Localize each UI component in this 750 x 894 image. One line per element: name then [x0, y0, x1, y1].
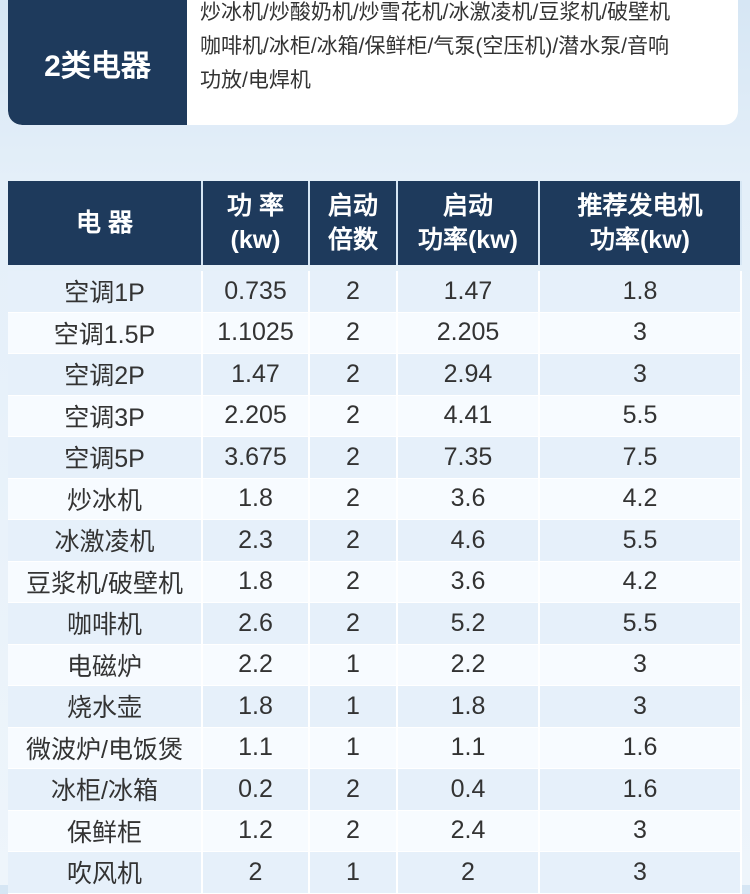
table-cell: 2: [310, 520, 398, 562]
header-text: (kw): [230, 226, 281, 254]
table-cell: 2.94: [398, 354, 540, 396]
table-cell: 2: [310, 769, 398, 811]
header-text: 倍数: [327, 226, 378, 254]
table-cell: 4.41: [398, 395, 540, 437]
table-cell: 2: [310, 437, 398, 479]
table-cell: 电磁炉: [8, 644, 203, 686]
header-cell: 启动 倍数: [310, 181, 398, 265]
table-cell: 0.2: [203, 769, 310, 811]
table-cell: 空调2P: [8, 354, 203, 396]
table-cell: 1.8: [540, 271, 742, 313]
table-cell: 咖啡机: [8, 603, 203, 645]
card-line: 功放/电焊机: [200, 69, 311, 92]
table-cell: 2.6: [203, 603, 310, 645]
table-cell: 2.3: [203, 520, 310, 562]
table-cell: 4.6: [398, 520, 540, 562]
header-text: 启动: [327, 192, 378, 220]
table-cell: 2: [203, 852, 310, 894]
table-cell: 1: [310, 727, 398, 769]
table-cell: 2: [310, 354, 398, 396]
header-text: 推荐发电机: [577, 192, 703, 220]
table-cell: 1.8: [203, 478, 310, 520]
table-cell: 2: [310, 271, 398, 313]
table-cell: 1.47: [203, 354, 310, 396]
table-cell: 1.1: [203, 727, 310, 769]
table-cell: 5.5: [540, 520, 742, 562]
table-cell: 2.4: [398, 810, 540, 852]
table-cell: 1: [310, 852, 398, 894]
table-cell: 1.8: [398, 686, 540, 728]
table-cell: 3: [540, 810, 742, 852]
header-cell: 推荐发电机功率(kw): [540, 181, 742, 265]
header-text: 电 器: [76, 209, 133, 237]
card-line: 炒冰机/炒酸奶机/炒雪花机/冰激凌机/豆浆机/破壁机: [200, 1, 671, 24]
table-cell: 3: [540, 852, 742, 894]
table-cell: 1: [310, 686, 398, 728]
table-cell: 2: [310, 478, 398, 520]
table-cell: 3: [540, 686, 742, 728]
table-cell: 炒冰机: [8, 478, 203, 520]
table-cell: 保鲜柜: [8, 810, 203, 852]
table-cell: 空调1P: [8, 271, 203, 313]
table-cell: 7.5: [540, 437, 742, 479]
card-text: 炒冰机/炒酸奶机/炒雪花机/冰激凌机/豆浆机/破壁机 咖啡机/冰柜/冰箱/保鲜柜/…: [200, 0, 670, 98]
header-text: 功率(kw): [589, 226, 690, 254]
table-cell: 豆浆机/破壁机: [8, 561, 203, 603]
table-cell: 1.6: [540, 769, 742, 811]
category-card: 2类电器 炒冰机/炒酸奶机/炒雪花机/冰激凌机/豆浆机/破壁机 咖啡机/冰柜/冰箱…: [8, 0, 738, 125]
table-cell: 5.5: [540, 603, 742, 645]
table-cell: 2: [310, 603, 398, 645]
table-cell: 1.8: [203, 686, 310, 728]
header-text: 功 率: [227, 192, 284, 220]
table-cell: 0.735: [203, 271, 310, 313]
header-text: 启动: [442, 192, 493, 220]
table-cell: 烧水壶: [8, 686, 203, 728]
table-cell: 2.205: [398, 312, 540, 354]
table-cell: 1: [310, 644, 398, 686]
table-cell: 微波炉/电饭煲: [8, 727, 203, 769]
table-cell: 吹风机: [8, 852, 203, 894]
header-cell: 电 器: [8, 181, 203, 265]
table-cell: 5.2: [398, 603, 540, 645]
table-cell: 1.8: [203, 561, 310, 603]
table-cell: 2.205: [203, 395, 310, 437]
table-cell: 冰柜/冰箱: [8, 769, 203, 811]
table-cell: 空调3P: [8, 395, 203, 437]
header-text: 功率(kw): [417, 226, 518, 254]
table-cell: 3: [540, 354, 742, 396]
table-cell: 2: [310, 810, 398, 852]
table-cell: 3.6: [398, 478, 540, 520]
header-cell: 功 率 (kw): [203, 181, 310, 265]
table-cell: 3.675: [203, 437, 310, 479]
table-cell: 7.35: [398, 437, 540, 479]
table-cell: 2: [310, 395, 398, 437]
table-cell: 2.2: [203, 644, 310, 686]
table-cell: 3: [540, 312, 742, 354]
table-cell: 1.1025: [203, 312, 310, 354]
table-cell: 1.2: [203, 810, 310, 852]
table-cell: 4.2: [540, 478, 742, 520]
table-cell: 4.2: [540, 561, 742, 603]
table-cell: 3.6: [398, 561, 540, 603]
table-cell: 3: [540, 644, 742, 686]
table-cell: 2.2: [398, 644, 540, 686]
table-cell: 冰激凌机: [8, 520, 203, 562]
table-cell: 0.4: [398, 769, 540, 811]
table-cell: 5.5: [540, 395, 742, 437]
table-cell: 2: [310, 561, 398, 603]
card-line: 咖啡机/冰柜/冰箱/保鲜柜/气泵(空压机)/潜水泵/音响: [200, 35, 669, 58]
table-cell: 1.47: [398, 271, 540, 313]
card-title: 2类电器: [8, 0, 187, 125]
table-cell: 2: [398, 852, 540, 894]
header-cell: 启动功率(kw): [398, 181, 540, 265]
table-cell: 1.1: [398, 727, 540, 769]
table-cell: 空调1.5P: [8, 312, 203, 354]
table-cell: 空调5P: [8, 437, 203, 479]
table-cell: 1.6: [540, 727, 742, 769]
table-cell: 2: [310, 312, 398, 354]
